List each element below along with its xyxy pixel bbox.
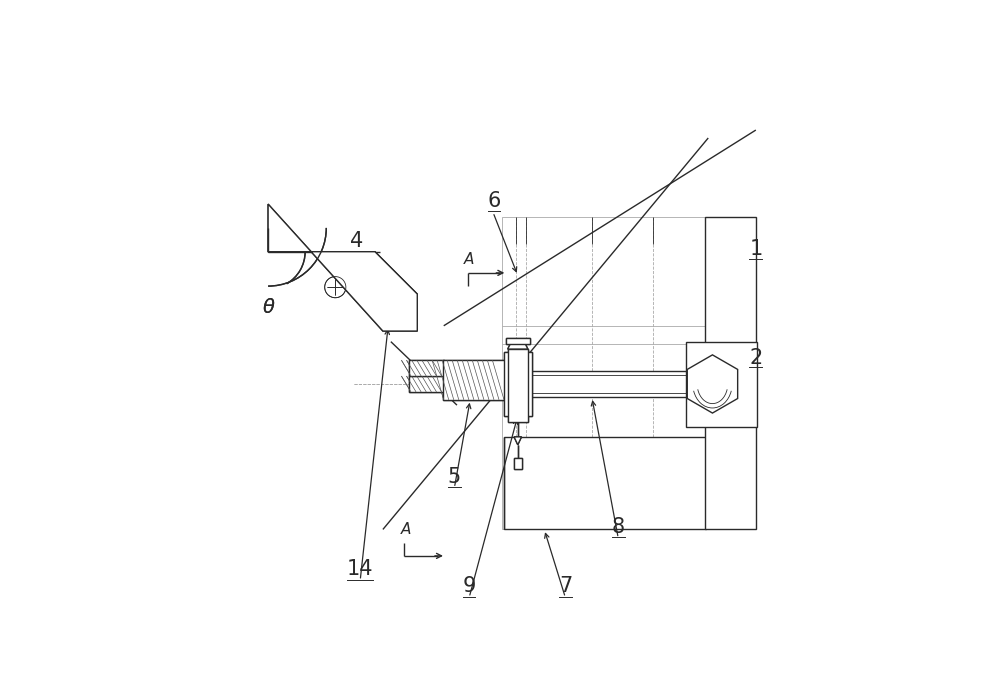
- Polygon shape: [508, 344, 528, 349]
- Bar: [686, 341, 757, 427]
- Text: 5: 5: [448, 466, 461, 486]
- Bar: [409, 376, 444, 392]
- Bar: [531, 371, 689, 397]
- Text: 9: 9: [462, 576, 476, 596]
- Text: 2: 2: [749, 348, 762, 368]
- Text: A: A: [464, 251, 474, 267]
- Bar: [409, 360, 444, 376]
- Polygon shape: [687, 355, 738, 413]
- Text: 7: 7: [559, 576, 572, 596]
- Text: 4: 4: [350, 231, 363, 251]
- Text: θ: θ: [262, 297, 274, 317]
- Bar: [531, 375, 687, 393]
- Bar: [409, 360, 444, 376]
- Text: 14: 14: [347, 559, 373, 579]
- Bar: [506, 339, 530, 344]
- Polygon shape: [268, 204, 417, 331]
- Bar: [504, 352, 532, 416]
- Bar: [504, 437, 706, 530]
- Bar: [514, 458, 522, 469]
- Polygon shape: [508, 344, 528, 349]
- Bar: [443, 360, 505, 400]
- Text: A: A: [400, 522, 411, 537]
- Bar: [506, 339, 530, 344]
- Polygon shape: [514, 437, 521, 444]
- Text: 8: 8: [612, 517, 625, 537]
- Bar: [514, 458, 522, 469]
- Text: 6: 6: [487, 192, 501, 212]
- Text: 1: 1: [749, 239, 762, 259]
- Text: θ: θ: [262, 297, 274, 317]
- Bar: [690, 375, 711, 393]
- Polygon shape: [268, 204, 417, 331]
- Polygon shape: [514, 437, 521, 444]
- Bar: [508, 349, 528, 422]
- Bar: [409, 376, 444, 392]
- Bar: [504, 352, 532, 416]
- Bar: [502, 217, 708, 530]
- Bar: [443, 360, 505, 400]
- Bar: [508, 349, 528, 422]
- Bar: [705, 217, 756, 530]
